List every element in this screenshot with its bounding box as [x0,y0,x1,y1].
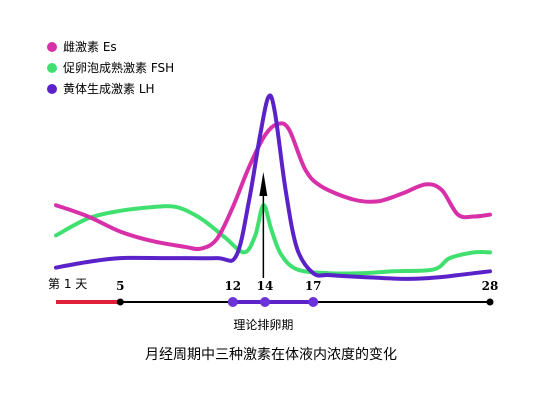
legend-label: 雌激素 Es [63,39,117,54]
tick-dot [227,297,238,307]
legend-item: 雌激素 Es [47,39,117,54]
tick-dot [259,297,270,307]
ovulation-label: 理论排卵期 [233,318,293,332]
tick-dot [486,298,494,306]
legend-swatch [47,84,57,94]
tick-label: 第 1 天 [48,277,87,291]
tick-dot [308,297,319,307]
legend-swatch [47,63,57,73]
chart-caption: 月经周期中三种激素在体液内浓度的变化 [145,346,397,363]
legend-label: 促卵泡成熟激素 FSH [63,60,174,75]
chart-legend: 雌激素 Es 促卵泡成熟激素 FSH 黄体生成激素 LH [47,39,174,96]
cycle-timeline: 第 1 天 5 12 14 17 28 [48,277,498,307]
series-line [54,121,492,252]
legend-swatch [47,42,57,52]
legend-item: 黄体生成激素 LH [47,82,155,96]
series-line [54,93,492,281]
legend-item: 促卵泡成熟激素 FSH [47,60,174,75]
series-line [54,203,492,276]
tick-label: 17 [305,279,322,293]
ovulation-marker: 理论排卵期 [233,172,293,332]
legend-label: 黄体生成激素 LH [63,82,155,96]
tick-label: 5 [116,279,124,293]
tick-label: 14 [257,279,274,293]
tick-label: 12 [224,279,241,293]
hormone-curves [54,93,492,281]
ovulation-arrow-head [259,172,268,196]
tick-dot [116,298,124,306]
tick-label: 28 [482,279,499,293]
